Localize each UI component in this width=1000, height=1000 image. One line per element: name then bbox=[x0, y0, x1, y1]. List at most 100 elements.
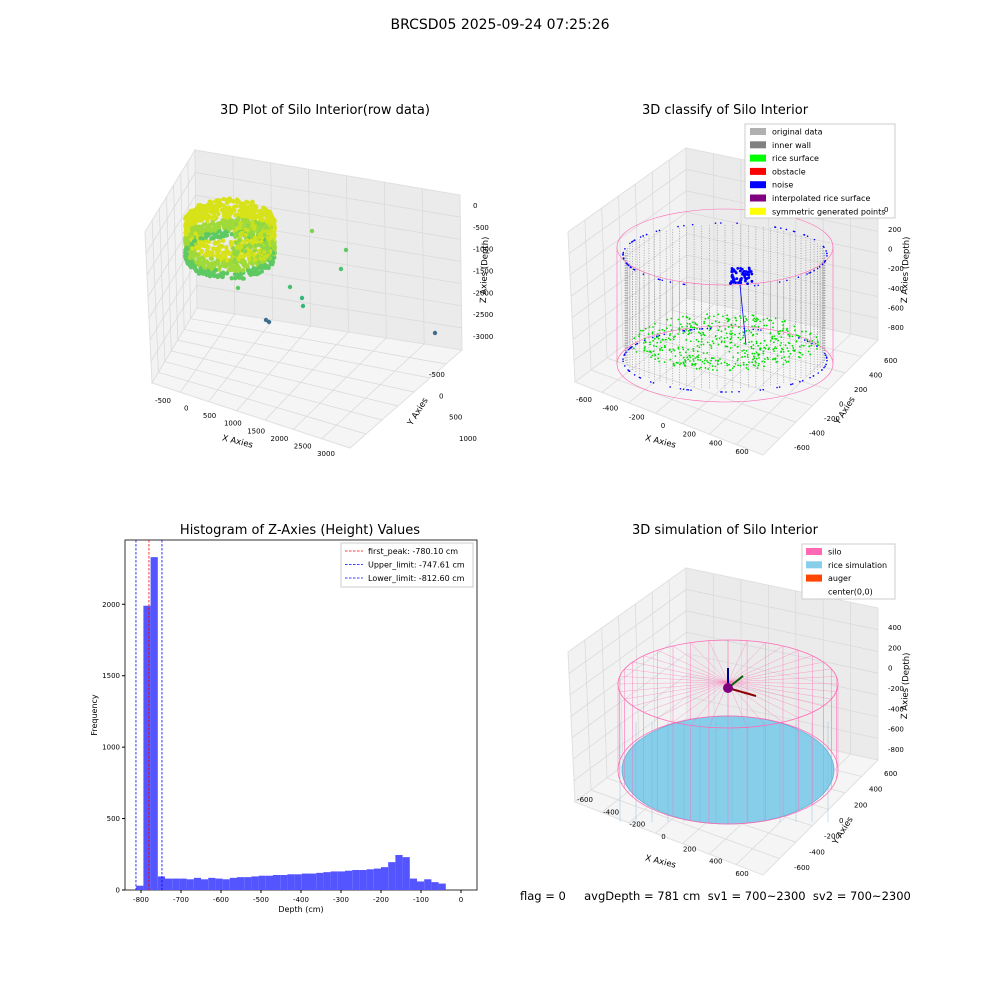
rice-surface-point bbox=[756, 333, 759, 335]
rice-surface-point bbox=[730, 336, 733, 338]
noise-point bbox=[757, 284, 760, 287]
rice-surface-point bbox=[708, 315, 711, 318]
rice-surface-point bbox=[742, 334, 745, 337]
noise-point bbox=[732, 269, 735, 273]
histogram-bar bbox=[179, 878, 187, 890]
z-tick-label: -400 bbox=[888, 285, 904, 293]
rice-surface-point bbox=[710, 357, 713, 359]
silo-roof-line bbox=[690, 642, 729, 683]
raw-point bbox=[210, 220, 215, 225]
grid-line bbox=[151, 220, 159, 373]
noise-point bbox=[633, 374, 636, 376]
noise-point bbox=[622, 257, 625, 259]
grid-line bbox=[584, 639, 592, 791]
rice-surface-point bbox=[787, 360, 790, 363]
rice-surface-point bbox=[669, 358, 672, 361]
raw-point bbox=[222, 221, 228, 226]
rice-surface-point bbox=[792, 346, 795, 349]
raw-point bbox=[231, 246, 236, 251]
rice-surface-point bbox=[699, 359, 702, 361]
grid-line bbox=[573, 696, 879, 781]
grid-line bbox=[740, 159, 742, 311]
y-tick-label: -600 bbox=[794, 444, 810, 452]
outlier-point bbox=[309, 228, 315, 234]
raw-point bbox=[229, 275, 234, 281]
noise-point bbox=[721, 391, 723, 393]
rice-surface-point bbox=[650, 351, 652, 354]
grid-line bbox=[158, 208, 166, 362]
rice-surface-point bbox=[714, 334, 717, 337]
rice-surface-point bbox=[780, 336, 783, 339]
rice-surface-point bbox=[788, 335, 791, 338]
rice-surface-point bbox=[752, 314, 755, 317]
noise-point bbox=[659, 278, 661, 281]
histogram-bar bbox=[172, 878, 180, 890]
x-tick-label: -600 bbox=[213, 896, 229, 904]
silo-roof-line bbox=[632, 681, 729, 707]
rice-surface-point bbox=[720, 336, 723, 338]
rice-surface-point bbox=[741, 350, 744, 352]
raw-point bbox=[262, 246, 267, 251]
rice-surface-point bbox=[716, 363, 719, 366]
rice-surface-point bbox=[747, 368, 750, 371]
silo-roof-line bbox=[727, 681, 837, 692]
raw-point bbox=[267, 214, 272, 220]
raw-point bbox=[182, 216, 188, 221]
raw-point bbox=[249, 200, 254, 205]
rice-surface-point bbox=[684, 358, 686, 361]
raw-point bbox=[240, 268, 246, 273]
raw-point bbox=[226, 267, 232, 273]
plot-frame bbox=[124, 539, 478, 891]
rice-surface-point bbox=[707, 361, 710, 364]
raw-point bbox=[233, 212, 238, 218]
rice-surface-point bbox=[706, 313, 709, 316]
noise-point bbox=[826, 255, 828, 257]
y-tick-label: -400 bbox=[809, 848, 825, 856]
x-tick-label: 200 bbox=[683, 845, 696, 853]
raw-point bbox=[245, 200, 250, 205]
rice-surface-point bbox=[651, 354, 654, 357]
noise-point bbox=[655, 335, 658, 338]
rice-surface-point bbox=[668, 334, 671, 337]
grid-line bbox=[622, 345, 813, 407]
raw-point bbox=[215, 258, 220, 263]
rice-surface-point bbox=[753, 317, 756, 320]
raw-point bbox=[261, 205, 266, 210]
rice-surface-point bbox=[652, 350, 655, 353]
legend-box bbox=[744, 123, 896, 219]
raw-point bbox=[203, 234, 209, 240]
legend-label: original data bbox=[772, 128, 823, 137]
grid-line bbox=[264, 331, 349, 421]
grid-line bbox=[146, 194, 461, 276]
raw-point bbox=[203, 239, 208, 244]
rice-surface-point bbox=[726, 364, 729, 367]
rice-surface-point bbox=[688, 354, 691, 357]
raw-point bbox=[261, 249, 267, 255]
raw-point bbox=[189, 259, 194, 264]
x-axis-label: X Axies bbox=[221, 433, 254, 450]
raw-point bbox=[237, 208, 242, 213]
simulation-3d-plot: silo rice simulation auger center(0,0) -600 -… bbox=[567, 543, 912, 878]
rice-surface-point bbox=[714, 359, 717, 362]
rice-surface-point bbox=[708, 325, 711, 328]
x-tick-label: 600 bbox=[735, 870, 748, 878]
grid-line bbox=[145, 172, 461, 254]
x-tick-label: 1500 bbox=[247, 427, 265, 435]
rice-surface-point bbox=[643, 349, 645, 352]
rice-surface-point bbox=[804, 330, 807, 333]
raw-point bbox=[218, 243, 224, 249]
rice-surface-point bbox=[729, 332, 731, 335]
raw-point bbox=[183, 224, 188, 230]
rice-surface-point bbox=[696, 350, 699, 353]
rice-surface-point bbox=[728, 363, 731, 366]
rice-surface-point bbox=[788, 334, 791, 337]
rice-surface-point bbox=[681, 346, 684, 349]
raw-point bbox=[256, 270, 261, 275]
rice-surface-point bbox=[793, 325, 796, 328]
noise-point bbox=[732, 279, 736, 283]
noise-point bbox=[824, 365, 826, 367]
histogram-bar bbox=[409, 878, 417, 890]
rice-surface-point bbox=[648, 326, 651, 328]
noise-point bbox=[624, 248, 626, 250]
rice-surface-point bbox=[659, 341, 662, 344]
